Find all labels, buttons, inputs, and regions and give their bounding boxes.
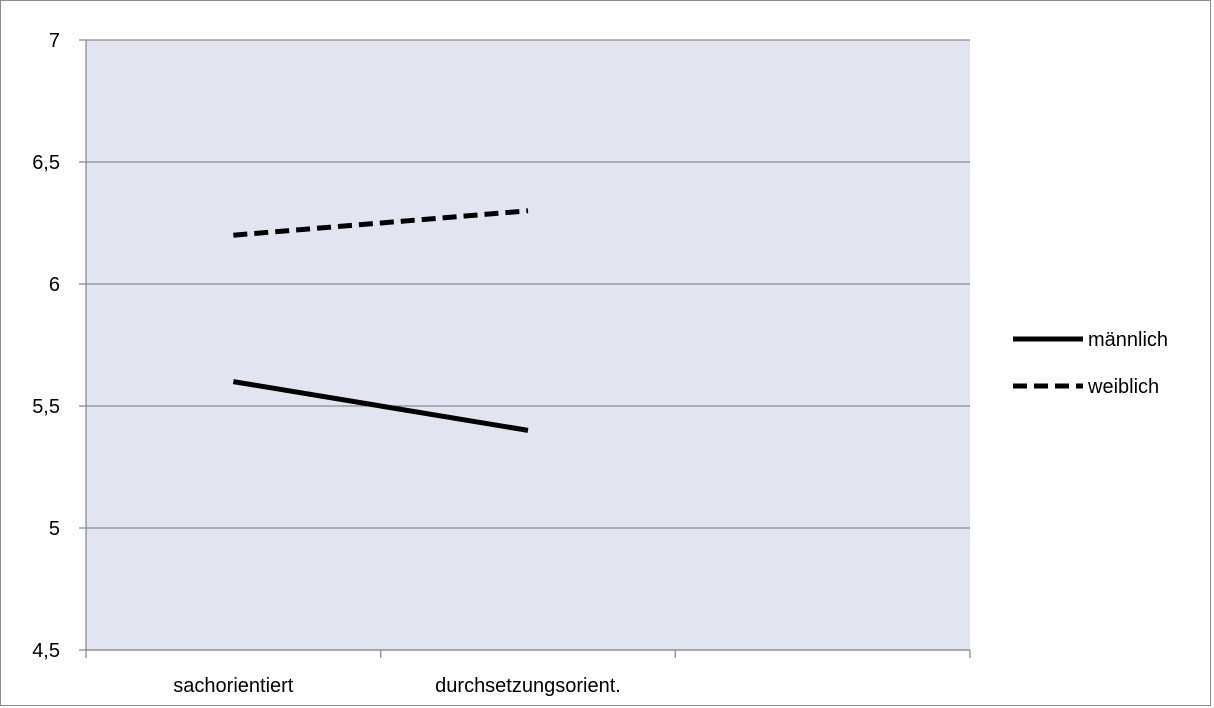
y-tick-label: 7	[49, 30, 60, 52]
y-tick-label: 5,5	[32, 396, 60, 418]
y-axis-ticks: 4,5 5 5,5 6 6,5 7	[32, 30, 86, 662]
y-tick-label: 6	[49, 274, 60, 296]
y-tick-label: 6,5	[32, 152, 60, 174]
series-line-männlich	[232, 379, 529, 433]
x-tick-label: durchsetzungsorient.	[435, 675, 621, 697]
axes	[85, 40, 970, 651]
series-lines	[232, 208, 529, 433]
x-tick-label: sachorientiert	[173, 675, 294, 697]
y-tick-label: 5	[49, 518, 60, 540]
legend: männlich weiblich	[1013, 329, 1168, 398]
legend-label: weiblich	[1087, 376, 1159, 398]
series-line-weiblich	[233, 208, 529, 238]
plot-area	[86, 40, 970, 650]
y-tick-label: 4,5	[32, 640, 60, 662]
x-axis-ticks: sachorientiert durchsetzungsorient.	[85, 650, 971, 697]
legend-label: männlich	[1088, 329, 1168, 351]
